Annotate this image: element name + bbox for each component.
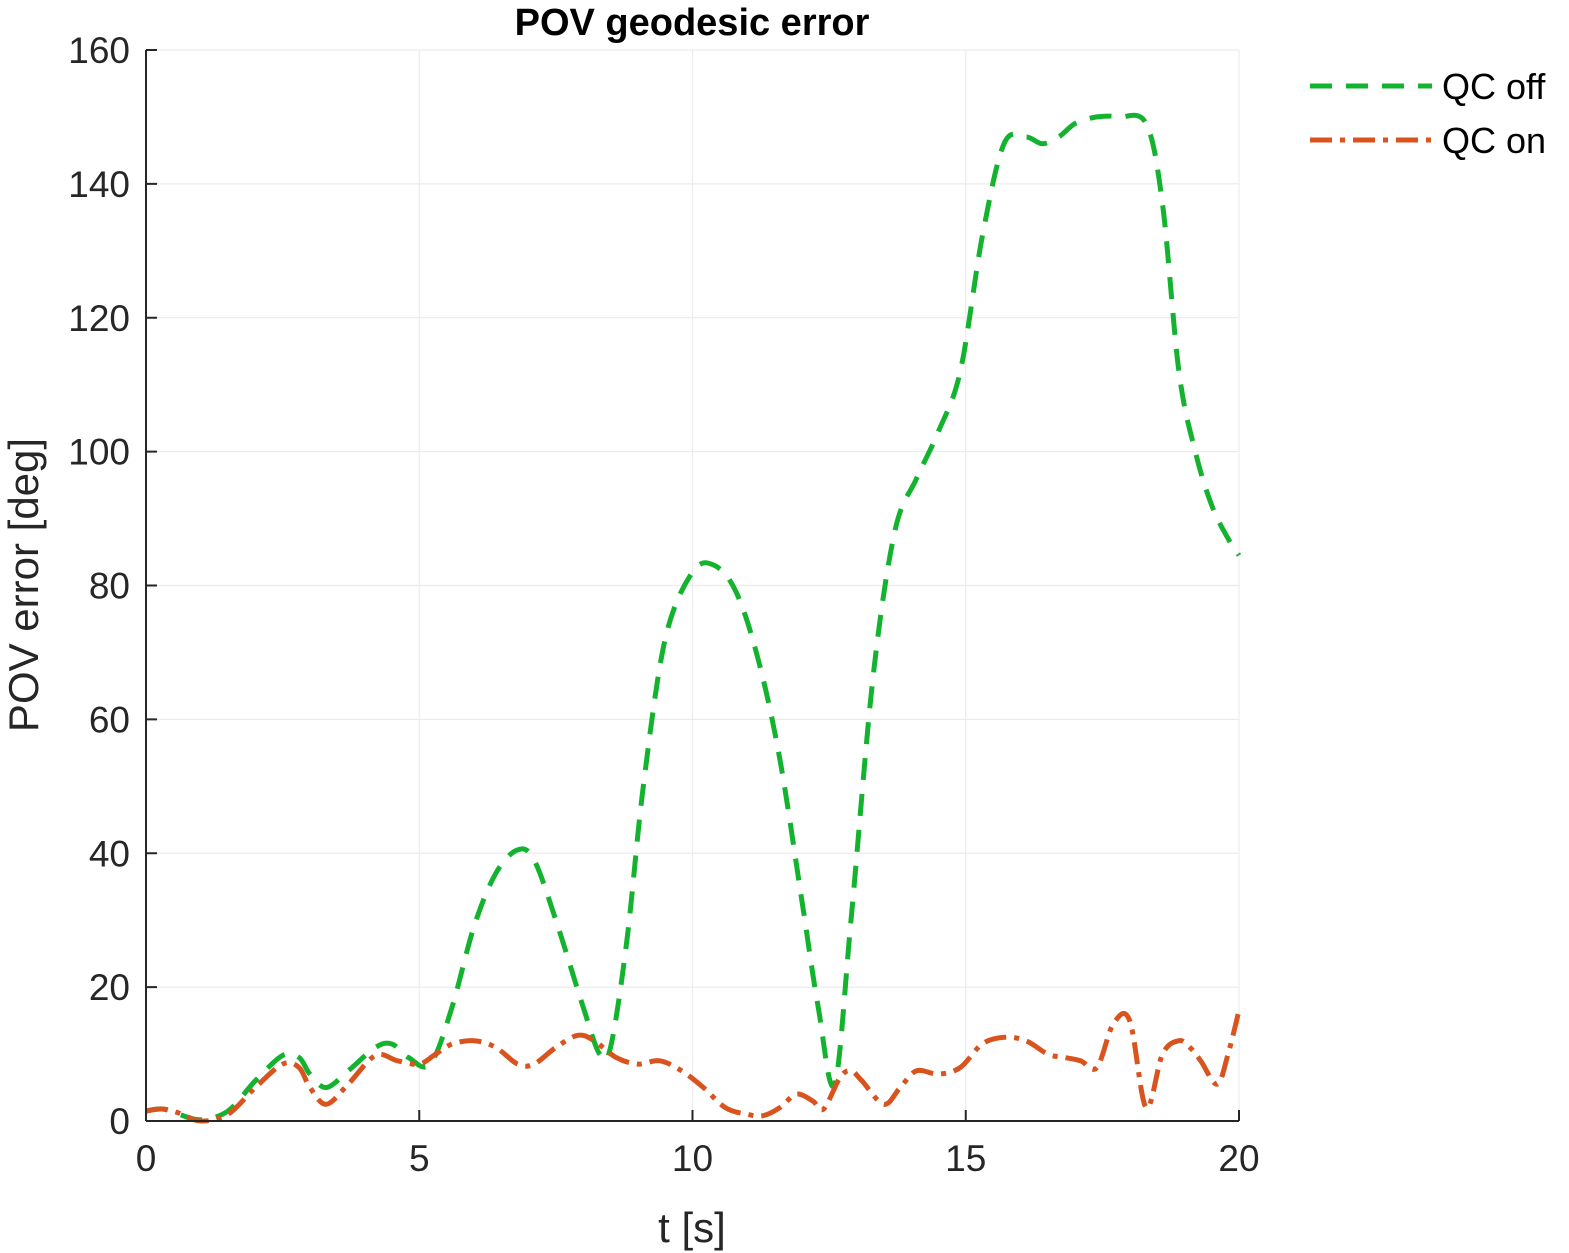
x-axis-label: t [s]	[658, 1204, 726, 1251]
chart-title: POV geodesic error	[515, 2, 870, 44]
x-tick-label: 10	[672, 1138, 713, 1179]
y-tick-label: 60	[89, 699, 130, 740]
y-tick-label: 40	[89, 833, 130, 874]
axes: 0 5 10 15 20 0 20 40 60 80 100 120 140 160	[68, 30, 1259, 1179]
series-lines	[145, 112, 1242, 1124]
series-line-qc-on	[145, 1009, 1242, 1124]
x-tick-label: 5	[409, 1138, 430, 1179]
x-tick-label: 0	[136, 1138, 157, 1179]
y-tick-label: 160	[68, 30, 130, 71]
legend-label-qc-on: QC on	[1442, 120, 1546, 161]
y-tick-label: 140	[68, 164, 130, 205]
y-tick-label: 120	[68, 298, 130, 339]
x-tick-label: 20	[1218, 1138, 1259, 1179]
legend: QC off QC on	[1310, 66, 1546, 161]
grid-lines	[145, 49, 1240, 1122]
y-tick-label: 20	[89, 967, 130, 1008]
y-tick-label: 100	[68, 432, 130, 473]
legend-label-qc-off: QC off	[1442, 66, 1546, 107]
y-axis-label: POV error [deg]	[0, 438, 47, 732]
series-line-qc-off	[145, 112, 1242, 1123]
x-tick-label: 15	[945, 1138, 986, 1179]
y-tick-label: 80	[89, 566, 130, 607]
y-tick-label: 0	[109, 1101, 130, 1142]
